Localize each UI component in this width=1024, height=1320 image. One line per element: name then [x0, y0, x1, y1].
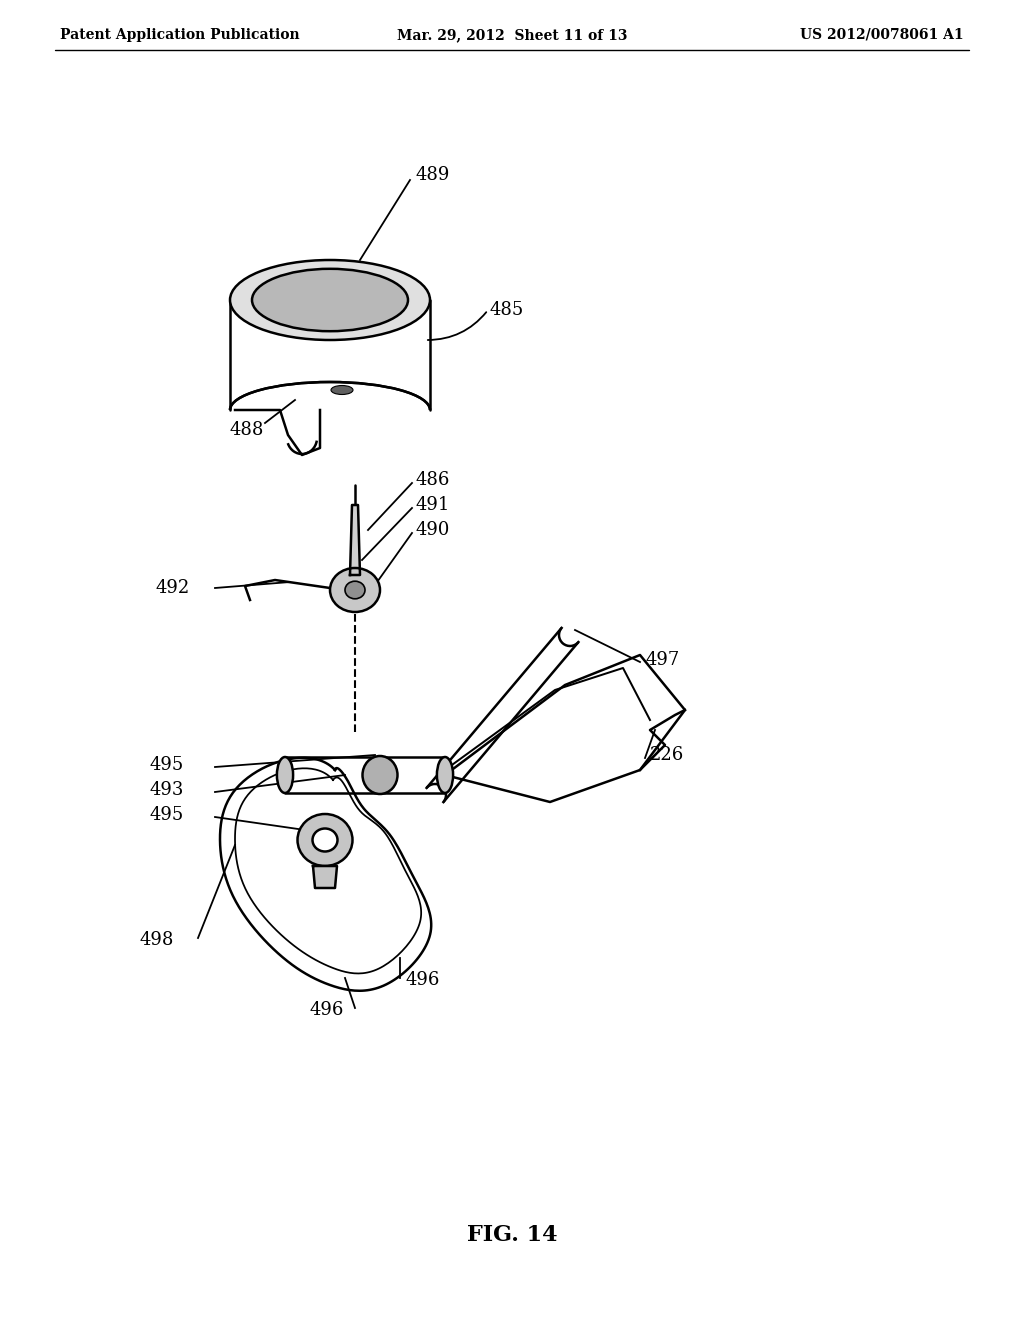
- Text: 493: 493: [150, 781, 184, 799]
- Text: US 2012/0078061 A1: US 2012/0078061 A1: [801, 28, 964, 42]
- Text: 492: 492: [155, 579, 189, 597]
- Text: 485: 485: [490, 301, 524, 319]
- Text: 496: 496: [310, 1001, 344, 1019]
- Ellipse shape: [437, 756, 453, 793]
- Text: FIG. 14: FIG. 14: [467, 1224, 557, 1246]
- Text: Mar. 29, 2012  Sheet 11 of 13: Mar. 29, 2012 Sheet 11 of 13: [396, 28, 628, 42]
- Text: 491: 491: [415, 496, 450, 513]
- Ellipse shape: [276, 756, 293, 793]
- Ellipse shape: [312, 829, 338, 851]
- Text: 498: 498: [140, 931, 174, 949]
- Text: 490: 490: [415, 521, 450, 539]
- Text: 489: 489: [415, 166, 450, 183]
- Text: Patent Application Publication: Patent Application Publication: [60, 28, 300, 42]
- Ellipse shape: [252, 269, 408, 331]
- Ellipse shape: [345, 581, 365, 599]
- Ellipse shape: [331, 385, 353, 395]
- Polygon shape: [313, 866, 337, 888]
- Ellipse shape: [230, 260, 430, 341]
- Ellipse shape: [330, 568, 380, 612]
- Text: 495: 495: [150, 756, 184, 774]
- Text: 496: 496: [406, 972, 439, 989]
- Text: 488: 488: [230, 421, 264, 440]
- Text: 486: 486: [415, 471, 450, 488]
- Text: 497: 497: [645, 651, 679, 669]
- Ellipse shape: [298, 814, 352, 866]
- Text: 226: 226: [650, 746, 684, 764]
- Text: 495: 495: [150, 807, 184, 824]
- Polygon shape: [350, 506, 360, 576]
- Ellipse shape: [362, 756, 397, 795]
